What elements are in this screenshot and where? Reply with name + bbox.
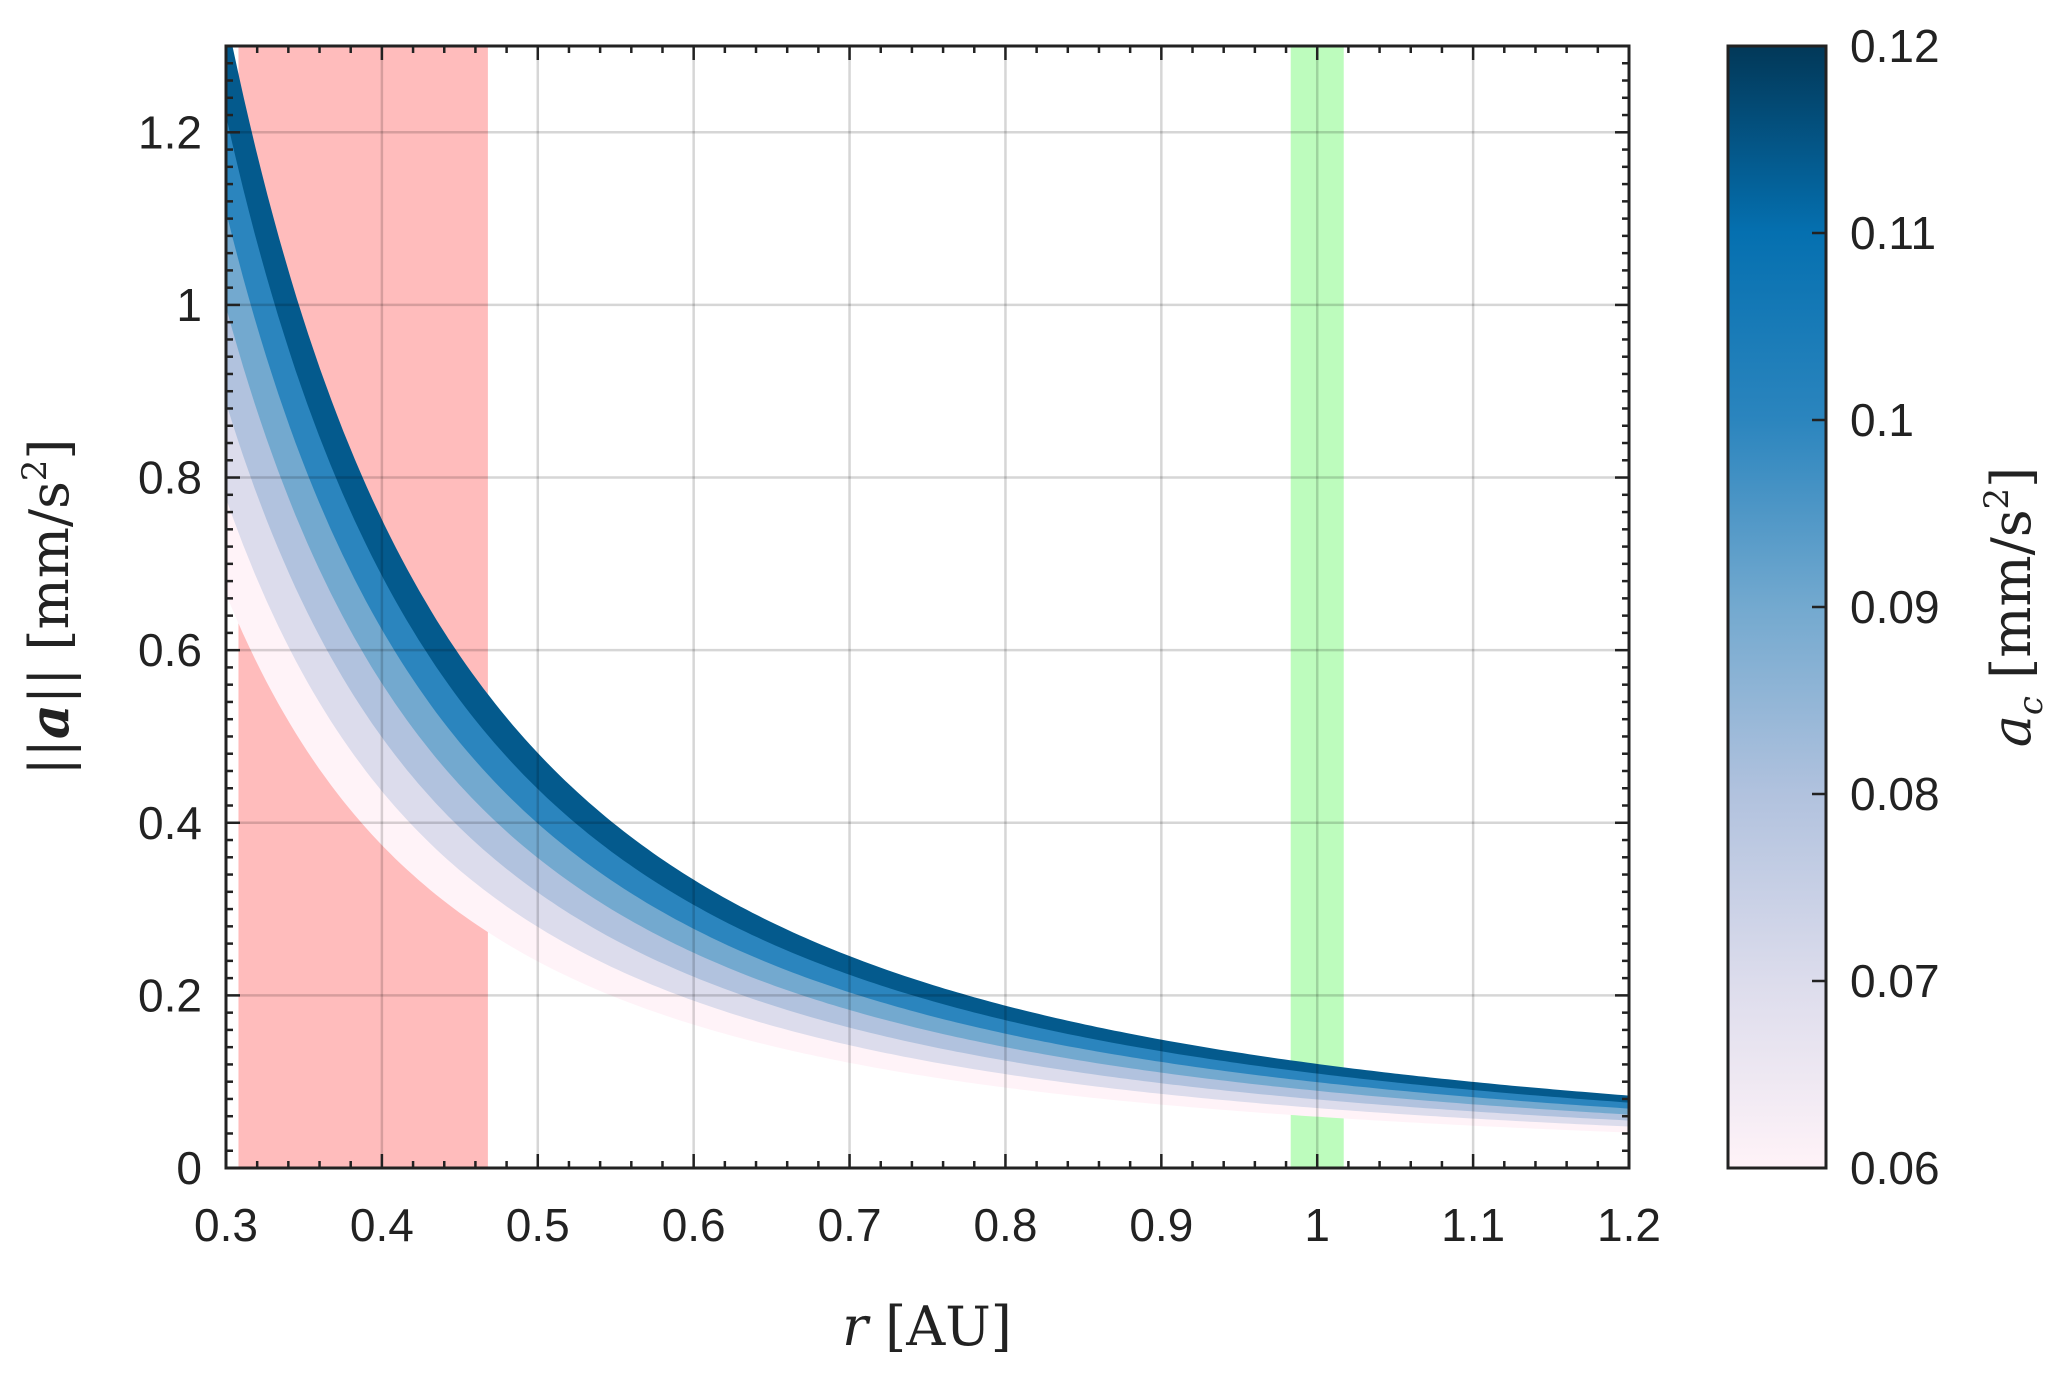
x-tick-label-4: 0.7	[818, 1199, 882, 1251]
y-tick-label-2: 0.4	[138, 797, 202, 849]
colorbar-ticks	[1812, 44, 1826, 1170]
y-tick-label-5: 1	[176, 279, 202, 331]
colorbar-tick-label-5: 0.11	[1850, 207, 1936, 259]
x-tick-label-0: 0.3	[194, 1199, 258, 1251]
x-tick-labels: 0.3 0.4 0.5 0.6 0.7 0.8 0.9 1 1.1 1.2	[194, 1199, 1661, 1251]
x-tick-label-1: 0.4	[350, 1199, 414, 1251]
y-tick-label-1: 0.2	[138, 969, 202, 1021]
acceleration-bands	[226, 46, 1629, 1133]
x-tick-label-7: 1	[1304, 1199, 1330, 1251]
x-axis-label: r [AU]	[842, 1295, 1012, 1358]
y-tick-label-3: 0.6	[138, 624, 202, 676]
y-axis-label: ||a|| [mm/s2]	[15, 438, 81, 775]
y-tick-label-4: 0.8	[138, 452, 202, 504]
colorbar-tick-label-1: 0.07	[1850, 955, 1940, 1007]
band-5	[226, 46, 1629, 1103]
colorbar	[1726, 44, 1828, 1170]
colorbar-tick-label-3: 0.09	[1850, 581, 1940, 633]
y-tick-labels: 0 0.2 0.4 0.6 0.8 1 1.2	[138, 106, 202, 1194]
y-tick-label-6: 1.2	[138, 106, 202, 158]
colorbar-tick-label-4: 0.1	[1850, 394, 1914, 446]
x-tick-label-8: 1.1	[1441, 1199, 1505, 1251]
x-tick-label-2: 0.5	[506, 1199, 570, 1251]
colorbar-tick-label-2: 0.08	[1850, 768, 1940, 820]
plot-frame	[224, 44, 1631, 1170]
shaded-region-1	[1290, 46, 1344, 1168]
x-tick-label-6: 0.9	[1129, 1199, 1193, 1251]
x-tick-label-3: 0.6	[662, 1199, 726, 1251]
colorbar-label: ac [mm/s2]	[1977, 467, 2051, 748]
colorbar-tick-labels: 0.06 0.07 0.08 0.09 0.1 0.11 0.12	[1850, 20, 1940, 1194]
colorbar-tick-label-0: 0.06	[1850, 1142, 1940, 1194]
colorbar-tick-label-6: 0.12	[1850, 20, 1940, 72]
x-tick-label-5: 0.8	[973, 1199, 1037, 1251]
y-tick-label-0: 0	[176, 1142, 202, 1194]
x-tick-label-9: 1.2	[1597, 1199, 1661, 1251]
